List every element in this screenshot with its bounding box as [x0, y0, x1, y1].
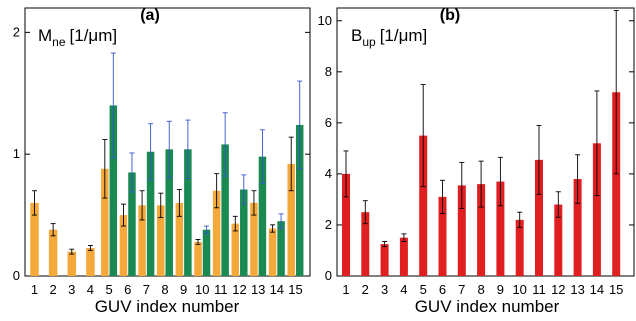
panel-a-bar — [250, 202, 258, 276]
panel-a-xtick-label: 1 — [31, 282, 38, 297]
panel-b-xtick-label: 5 — [420, 282, 427, 297]
panel-b-xtick-label: 8 — [477, 282, 484, 297]
panel-a-ylabel: Mne [1/μm] — [38, 26, 117, 49]
panel-b-bar — [612, 92, 621, 276]
panel-a-xtick-label: 12 — [232, 282, 246, 297]
panel-a-xtick-label: 5 — [105, 282, 112, 297]
panel-b-ytick-label: 8 — [325, 64, 332, 79]
panel-b-ytick-label: 2 — [325, 217, 332, 232]
panel-a-bar — [138, 205, 146, 276]
panel-a-bar — [287, 163, 295, 276]
panel-b-ylabel: Bup [1/μm] — [351, 26, 427, 49]
panel-a-ytick-label: 2 — [13, 24, 20, 39]
panel-a-label: (a) — [140, 7, 160, 24]
panel-a-xtick-label: 11 — [214, 282, 228, 297]
panel-b-label: (b) — [440, 7, 460, 24]
panel-b-xtick-label: 10 — [512, 282, 526, 297]
panel-a-xtick-label: 8 — [161, 282, 168, 297]
panel-a-bar — [240, 189, 248, 276]
panel-a-bar — [212, 190, 221, 276]
panel-a-xtick-label: 2 — [50, 282, 57, 297]
panel-a-ylabel-unit: [1/μm] — [70, 26, 118, 45]
panel-a-bar — [175, 202, 184, 276]
panel-b-ytick-label: 10 — [318, 13, 332, 28]
panel-a-ytick-label: 1 — [13, 146, 20, 161]
panel-b-xtick-label: 1 — [342, 282, 349, 297]
panel-a-bar — [277, 221, 285, 276]
panel-a-bar — [101, 168, 109, 276]
panel-b-bar — [457, 185, 466, 276]
panel-a-bar — [258, 156, 267, 276]
panel-a-xtick-label: 14 — [270, 282, 284, 297]
panel-b-bar — [496, 181, 505, 276]
panel-a-bar — [119, 215, 128, 276]
panel-b-ylabel-sub: up — [362, 35, 376, 49]
panel-b-bar — [419, 135, 428, 276]
panel-b-xtick-label: 13 — [570, 282, 584, 297]
panel-a-bar — [128, 172, 136, 276]
panel-b-ylabel-main: B — [351, 26, 362, 45]
panel-a-bar — [146, 151, 155, 276]
panel-a-bar — [221, 144, 229, 276]
panel-a-bar — [67, 251, 77, 276]
panel-a-xtick-label: 13 — [251, 282, 265, 297]
panel-b-bar — [342, 173, 350, 276]
panel-a-xlabel: GUV index number — [95, 297, 240, 316]
panel-b-xtick-label: 4 — [400, 282, 407, 297]
panel-a-bar — [295, 124, 304, 276]
panel-a-bar — [156, 205, 165, 276]
panel-a-ylabel-sub: ne — [52, 35, 66, 49]
panel-a-bar — [194, 241, 202, 276]
panel-a-bar — [202, 229, 211, 276]
panel-a-bar — [86, 247, 95, 276]
panel-b-ylabel-unit: [1/μm] — [380, 26, 428, 45]
panel-b-ytick-label: 4 — [325, 166, 332, 181]
panel-a-xtick-label: 9 — [180, 282, 187, 297]
panel-b-xtick-label: 9 — [497, 282, 504, 297]
panel-b-xtick-label: 3 — [381, 282, 388, 297]
panel-b-xlabel: GUV index number — [415, 297, 560, 316]
panel-b-xtick-label: 15 — [609, 282, 623, 297]
panel-b-bar — [438, 196, 447, 276]
panel-b-bar — [515, 219, 524, 276]
panel-a-xtick-label: 6 — [124, 282, 131, 297]
panel-a-bar — [231, 223, 240, 276]
panel-a-bar — [268, 228, 277, 276]
panel-a-bar — [109, 105, 118, 276]
panel-b-xtick-label: 7 — [458, 282, 465, 297]
panel-b-bar — [399, 237, 408, 276]
panel-a-xtick-label: 4 — [87, 282, 94, 297]
panel-a-xtick-label: 7 — [143, 282, 150, 297]
panel-a-xtick-label: 10 — [195, 282, 209, 297]
panel-b-bar — [477, 184, 486, 276]
panel-a-bar — [48, 229, 58, 276]
panel-a-xtick-label: 3 — [68, 282, 75, 297]
panel-b-xtick-label: 12 — [551, 282, 565, 297]
panel-b-bar — [361, 212, 370, 276]
panel-b-ytick-label: 6 — [325, 115, 332, 130]
panel-b-xtick-label: 6 — [439, 282, 446, 297]
panel-b-bar — [380, 244, 389, 276]
panel-b-bar — [573, 179, 582, 276]
panel-b-xtick-label: 14 — [590, 282, 604, 297]
panel-a-bar — [184, 149, 192, 276]
panel-a-ytick-label: 0 — [13, 268, 20, 283]
panel-b-xtick-label: 11 — [532, 282, 546, 297]
panel-a-xtick-label: 15 — [288, 282, 302, 297]
panel-a-bar — [165, 149, 173, 276]
panel-b-frame — [336, 7, 635, 277]
panel-a-bar — [30, 202, 39, 276]
panel-b-bar — [554, 204, 563, 276]
panel-b-ytick-label: 0 — [325, 268, 332, 283]
panel-b-bar — [592, 143, 601, 276]
panel-b-xtick-label: 2 — [362, 282, 369, 297]
panel-b-bar — [535, 159, 543, 276]
panel-a-ylabel-main: M — [38, 26, 52, 45]
